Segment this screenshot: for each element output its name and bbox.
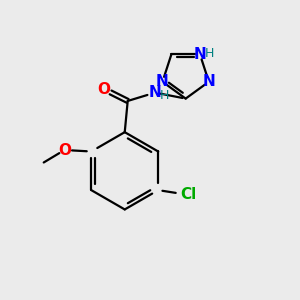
Text: H: H xyxy=(205,46,214,59)
Text: Cl: Cl xyxy=(181,187,197,202)
Text: N: N xyxy=(202,74,215,89)
Text: N: N xyxy=(194,47,206,62)
Text: O: O xyxy=(98,82,110,97)
Text: H: H xyxy=(160,88,169,101)
Text: N: N xyxy=(149,85,161,100)
Text: N: N xyxy=(156,74,169,89)
Text: O: O xyxy=(58,142,71,158)
